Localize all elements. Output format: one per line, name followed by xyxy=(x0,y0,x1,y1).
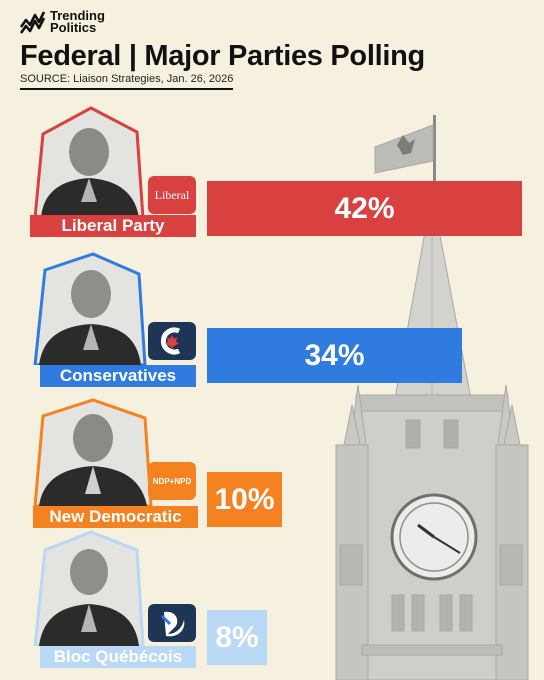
maple-leaf-c-icon xyxy=(160,327,181,355)
bar-label-bloc: Bloc Québécois xyxy=(40,646,196,668)
bar-liberal: 42% xyxy=(207,181,522,236)
trend-line-icon xyxy=(20,11,46,34)
source-line: SOURCE: Liaison Strategies, Jan. 26, 202… xyxy=(20,73,234,90)
bar-value-liberal: 42% xyxy=(334,191,395,225)
ndp-logo-text: NDP+NPD xyxy=(152,476,192,486)
conservative-logo xyxy=(148,322,196,360)
bar-value-ndp: 10% xyxy=(214,482,275,516)
fleur-de-lis-icon xyxy=(160,611,185,637)
peace-tower-illustration xyxy=(335,115,529,680)
bar-label-ndp: New Democratic xyxy=(33,506,198,528)
page-title: Federal | Major Parties Polling xyxy=(20,40,425,72)
bloc-leader-portrait xyxy=(33,530,145,646)
bar-bloc: 8% xyxy=(207,610,267,665)
ndp-leader-portrait xyxy=(33,398,153,506)
brand-logo: Trending Politics xyxy=(20,8,105,36)
liberal-logo-text: Liberal xyxy=(154,187,190,202)
brand-line-1: Trending xyxy=(50,8,105,23)
liberal-leader-portrait xyxy=(33,106,145,218)
brand-name: Trending Politics xyxy=(50,8,105,35)
bar-conservatives: 34% xyxy=(207,328,462,383)
bar-label-conservatives: Conservatives xyxy=(40,365,196,387)
bloc-logo xyxy=(148,604,196,642)
bar-value-bloc: 8% xyxy=(215,620,259,654)
conservative-leader-portrait xyxy=(33,252,147,365)
bar-ndp: 10% xyxy=(207,472,282,527)
brand-line-2: Politics xyxy=(50,20,97,35)
ndp-logo: NDP+NPD xyxy=(148,462,196,500)
liberal-logo: Liberal xyxy=(148,176,196,214)
bar-label-liberal: Liberal Party xyxy=(30,215,196,237)
bar-value-conservatives: 34% xyxy=(304,338,365,372)
